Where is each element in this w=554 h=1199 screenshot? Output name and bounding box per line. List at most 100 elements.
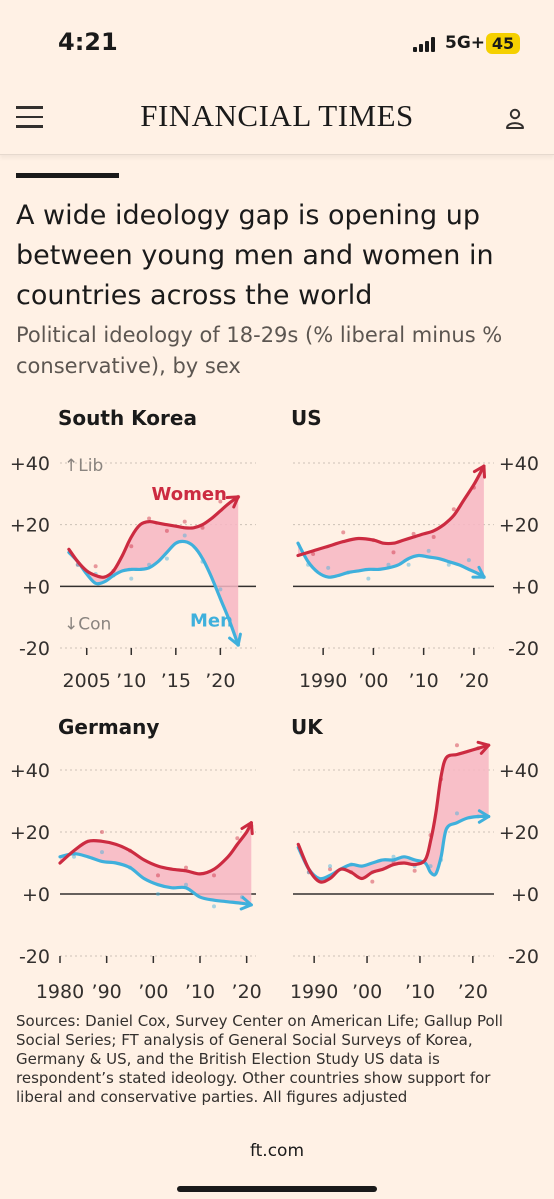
women-series-label: Women	[152, 484, 227, 505]
women-data-dot	[451, 507, 456, 512]
men-arrowhead	[228, 632, 242, 647]
y-tick-label: +20	[10, 822, 50, 844]
y-tick-label: +0	[511, 884, 539, 906]
men-arrowhead	[471, 565, 486, 579]
panel-us: US +40 +20 +0 -20 1990 ’00 ’10 ’20	[291, 406, 539, 692]
site-header: FINANCIAL TIMES	[0, 80, 554, 155]
home-indicator[interactable]	[177, 1186, 377, 1192]
gap-area	[68, 496, 239, 645]
status-bar: 4:21 5G+ 45	[0, 0, 554, 80]
y-tick-label: -20	[508, 946, 539, 968]
y-tick-label: +20	[10, 515, 50, 537]
panel-south-korea: South Korea +40 +20 +0 -20 2005’10 ’15 ’20 ↑Lib ↓…	[10, 406, 256, 692]
women-data-dot	[411, 531, 416, 536]
y-tick-label: -20	[508, 638, 539, 660]
x-tick-label: 2005	[63, 670, 111, 692]
men-data-dot	[446, 562, 451, 567]
men-data-dot	[164, 556, 169, 561]
lib-annotation: ↑Lib	[64, 456, 103, 476]
women-arrowhead	[472, 464, 487, 479]
women-data-dot	[156, 873, 160, 878]
women-arrowhead	[476, 740, 491, 755]
women-data-dot	[431, 535, 436, 539]
y-tick-label: +0	[22, 576, 50, 598]
sources-note: Sources: Daniel Cox, Survey Center on Am…	[16, 1012, 503, 1106]
gap-area	[298, 466, 484, 578]
y-tick-label: +40	[10, 760, 50, 782]
x-tick-label: 1990	[290, 981, 338, 1003]
x-tick-label: ’00	[358, 670, 388, 692]
text-fade	[0, 1110, 554, 1130]
women-data-dot	[147, 516, 152, 521]
women-arrowhead	[225, 495, 240, 509]
women-data-dot	[184, 865, 188, 870]
men-data-dot	[328, 864, 333, 869]
men-data-dot	[454, 811, 459, 816]
panel-germany: Germany +40 +20 +0 -20 1980 ’90 ’00 ’10 ’20	[10, 715, 262, 1003]
x-tick-label: ’20	[459, 670, 489, 692]
women-data-dot	[100, 830, 104, 834]
men-line	[296, 814, 491, 881]
men-data-dot	[72, 854, 76, 859]
x-tick-label: ’00	[138, 981, 168, 1003]
y-tick-label: +40	[499, 760, 539, 782]
x-tick-label: ’90	[92, 981, 122, 1003]
y-tick-label: +0	[511, 576, 539, 598]
women-data-dot	[454, 743, 459, 748]
small-multiples-chart: South Korea+40+20+0-202005’10’15’20↑Lib↓…	[10, 406, 539, 1003]
men-data-dot	[129, 576, 134, 581]
women-data-dot	[212, 873, 216, 878]
women-data-dot	[370, 879, 375, 884]
panel-title: South Korea	[58, 406, 197, 430]
men-data-dot	[386, 562, 391, 567]
women-data-dot	[129, 544, 134, 549]
women-data-dot	[311, 551, 316, 556]
x-tick-label: ’15	[161, 670, 191, 692]
women-data-dot	[328, 867, 333, 872]
user-icon[interactable]	[503, 106, 527, 130]
men-line	[58, 852, 253, 907]
men-data-dot	[391, 854, 396, 859]
status-time: 4:21	[58, 28, 118, 56]
panel-title: US	[291, 406, 322, 430]
y-tick-label: -20	[19, 946, 50, 968]
men-arrowhead	[239, 896, 253, 911]
y-tick-label: -20	[19, 638, 50, 660]
men-arrowhead	[477, 809, 491, 824]
men-series-label: Men	[190, 610, 233, 631]
browser-footer: ft.com	[0, 1128, 554, 1199]
x-tick-label: ’00	[352, 981, 382, 1003]
y-tick-label: +20	[499, 515, 539, 537]
men-data-dot	[406, 562, 411, 567]
battery-icon: 45	[486, 33, 520, 54]
panel-title: UK	[291, 715, 324, 739]
men-data-dot	[212, 904, 216, 909]
men-data-dot	[100, 850, 104, 855]
men-data-dot	[184, 882, 188, 887]
x-tick-label: 1990	[299, 670, 347, 692]
men-data-dot	[466, 558, 471, 563]
y-tick-label: +40	[499, 453, 539, 475]
url-domain[interactable]: ft.com	[249, 1141, 305, 1161]
x-tick-label: ’10	[185, 981, 215, 1003]
women-data-dot	[164, 528, 169, 533]
x-tick-label: ’10	[116, 670, 146, 692]
hamburger-menu-icon[interactable]	[16, 106, 43, 128]
x-tick-label: ’20	[205, 670, 235, 692]
men-data-dot	[326, 565, 331, 570]
x-tick-label: ’10	[405, 981, 435, 1003]
panel-uk: UK +40 +20 +0 -20 1990 ’00 ’10 ’20	[290, 715, 539, 1003]
brand-logo[interactable]: FINANCIAL TIMES	[140, 98, 414, 133]
women-data-dot	[235, 836, 240, 841]
women-line	[296, 743, 491, 884]
x-tick-label: ’20	[458, 981, 488, 1003]
women-data-dot	[341, 530, 346, 535]
women-data-dot	[218, 499, 223, 504]
men-data-dot	[156, 892, 160, 896]
women-data-dot	[93, 564, 98, 569]
women-arrowhead	[240, 821, 254, 836]
x-tick-label: 1980	[36, 981, 84, 1003]
men-data-dot	[218, 587, 223, 592]
men-data-dot	[182, 533, 187, 538]
headline-accent-bar	[16, 173, 119, 178]
